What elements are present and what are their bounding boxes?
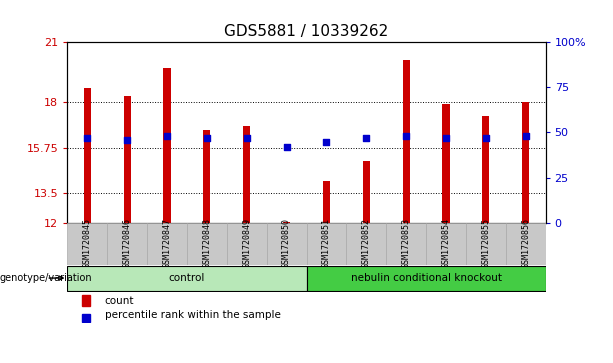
Point bbox=[82, 135, 93, 141]
Bar bbox=[443, 104, 449, 223]
Text: count: count bbox=[105, 296, 134, 306]
Bar bbox=[363, 161, 370, 223]
FancyBboxPatch shape bbox=[426, 223, 466, 265]
FancyBboxPatch shape bbox=[466, 223, 506, 265]
Text: nebulin conditional knockout: nebulin conditional knockout bbox=[351, 273, 501, 283]
FancyBboxPatch shape bbox=[67, 223, 107, 265]
Point bbox=[162, 133, 172, 139]
Text: GSM1720847: GSM1720847 bbox=[162, 218, 172, 268]
Bar bbox=[482, 117, 489, 223]
Text: GSM1720852: GSM1720852 bbox=[362, 218, 371, 268]
FancyBboxPatch shape bbox=[506, 223, 546, 265]
FancyBboxPatch shape bbox=[147, 223, 187, 265]
Text: GSM1720848: GSM1720848 bbox=[202, 218, 211, 268]
FancyBboxPatch shape bbox=[386, 223, 426, 265]
Text: GSM1720845: GSM1720845 bbox=[83, 218, 92, 268]
FancyBboxPatch shape bbox=[306, 223, 346, 265]
FancyBboxPatch shape bbox=[306, 266, 546, 291]
Bar bbox=[323, 181, 330, 223]
Text: genotype/variation: genotype/variation bbox=[0, 273, 93, 283]
Point bbox=[202, 135, 212, 141]
Point bbox=[441, 135, 451, 141]
Bar bbox=[82, 314, 90, 322]
Point bbox=[123, 137, 132, 143]
Bar bbox=[82, 294, 90, 306]
Bar bbox=[283, 222, 290, 223]
Point bbox=[242, 135, 252, 141]
Title: GDS5881 / 10339262: GDS5881 / 10339262 bbox=[224, 24, 389, 39]
Bar bbox=[522, 102, 529, 223]
FancyBboxPatch shape bbox=[346, 223, 386, 265]
Point bbox=[520, 133, 530, 139]
Text: GSM1720855: GSM1720855 bbox=[481, 218, 490, 268]
Bar bbox=[164, 68, 170, 223]
FancyBboxPatch shape bbox=[107, 223, 147, 265]
Text: percentile rank within the sample: percentile rank within the sample bbox=[105, 310, 281, 321]
Point bbox=[402, 133, 411, 139]
Bar bbox=[243, 126, 250, 223]
Bar bbox=[124, 96, 131, 223]
Bar bbox=[204, 130, 210, 223]
Bar bbox=[84, 88, 91, 223]
Point bbox=[481, 135, 491, 141]
Point bbox=[322, 139, 332, 144]
Text: GSM1720850: GSM1720850 bbox=[282, 218, 291, 268]
FancyBboxPatch shape bbox=[187, 223, 227, 265]
Point bbox=[282, 144, 292, 150]
Text: GSM1720849: GSM1720849 bbox=[242, 218, 251, 268]
Text: GSM1720856: GSM1720856 bbox=[521, 218, 530, 268]
Text: GSM1720846: GSM1720846 bbox=[123, 218, 132, 268]
Text: GSM1720853: GSM1720853 bbox=[402, 218, 411, 268]
Text: GSM1720854: GSM1720854 bbox=[441, 218, 451, 268]
FancyBboxPatch shape bbox=[227, 223, 267, 265]
FancyBboxPatch shape bbox=[67, 266, 306, 291]
FancyBboxPatch shape bbox=[267, 223, 306, 265]
Point bbox=[362, 135, 371, 141]
Bar bbox=[403, 60, 409, 223]
Text: control: control bbox=[169, 273, 205, 283]
Text: GSM1720851: GSM1720851 bbox=[322, 218, 331, 268]
